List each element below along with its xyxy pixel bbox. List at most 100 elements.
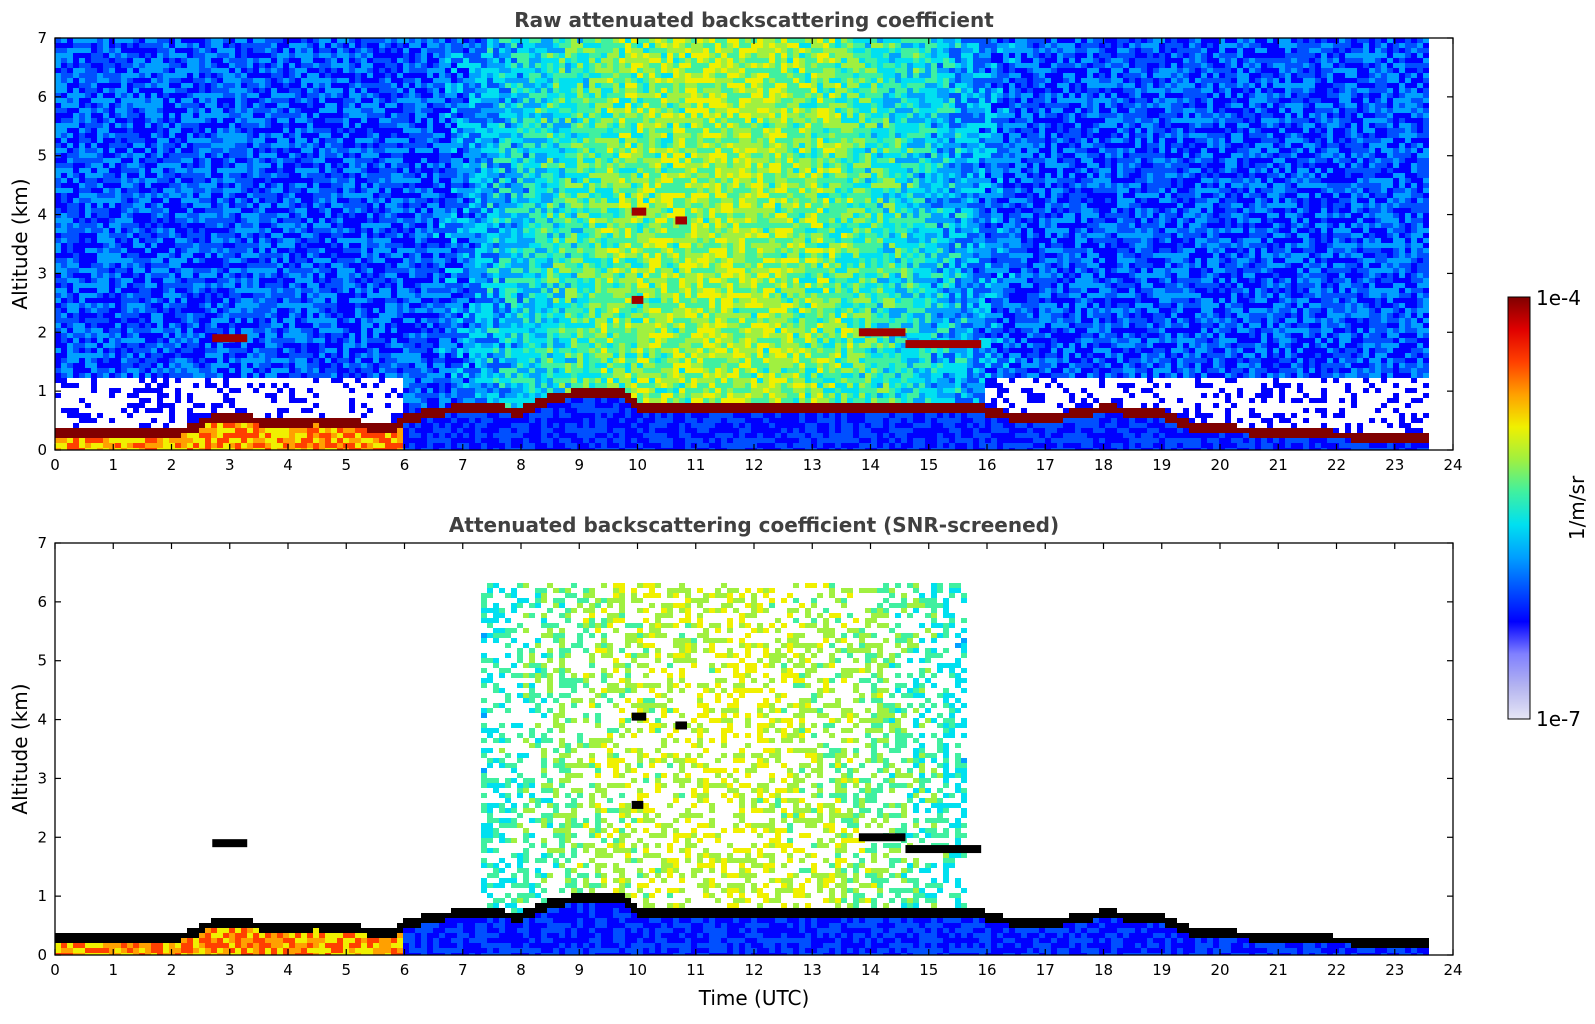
heatmap-cell [223, 133, 229, 138]
heatmap-cell [211, 163, 217, 168]
heatmap-cell [241, 143, 247, 148]
heatmap-cell [391, 358, 397, 363]
heatmap-cell [169, 188, 175, 193]
heatmap-cell [169, 283, 175, 288]
heatmap-cell [235, 63, 241, 68]
heatmap-cell [307, 263, 313, 268]
heatmap-cell [421, 423, 427, 428]
heatmap-cell [325, 233, 331, 238]
heatmap-cell [115, 428, 121, 433]
heatmap-cell [133, 258, 139, 263]
heatmap-cell [205, 273, 211, 278]
heatmap-cell [379, 343, 385, 348]
heatmap-cell [133, 223, 139, 228]
heatmap-cell [145, 233, 151, 238]
heatmap-cell [109, 243, 115, 248]
heatmap-cell [373, 443, 379, 448]
heatmap-cell [109, 103, 115, 108]
heatmap-cell [397, 143, 403, 148]
heatmap-cell [133, 208, 139, 213]
heatmap-cell [391, 163, 397, 168]
heatmap-cell [289, 78, 295, 83]
heatmap-cell [307, 163, 313, 168]
heatmap-cell [313, 178, 319, 183]
heatmap-cell [187, 268, 193, 273]
heatmap-cell [103, 63, 109, 68]
heatmap-cell [139, 238, 145, 243]
heatmap-cell [295, 428, 301, 433]
heatmap-cell [61, 193, 67, 198]
heatmap-cell [67, 313, 73, 318]
heatmap-cell [127, 403, 133, 408]
heatmap-cell [355, 348, 361, 353]
heatmap-cell [133, 73, 139, 78]
heatmap-cell [391, 218, 397, 223]
heatmap-cell [373, 253, 379, 258]
heatmap-cell [343, 143, 349, 148]
heatmap-cell [157, 123, 163, 128]
heatmap-cell [415, 248, 421, 253]
heatmap-cell [115, 228, 121, 233]
heatmap-cell [79, 353, 85, 358]
heatmap-cell [175, 393, 181, 398]
heatmap-cell [169, 83, 175, 88]
heatmap-cell [343, 278, 349, 283]
heatmap-cell [79, 323, 85, 328]
heatmap-cell [373, 233, 379, 238]
heatmap-cell [169, 198, 175, 203]
heatmap-cell [325, 68, 331, 73]
heatmap-cell [67, 333, 73, 338]
heatmap-cell [235, 163, 241, 168]
heatmap-cell [265, 128, 271, 133]
heatmap-cell [283, 383, 289, 388]
heatmap-cell [427, 213, 433, 218]
heatmap-cell [187, 248, 193, 253]
heatmap-cell [259, 263, 265, 268]
heatmap-cell [355, 188, 361, 193]
heatmap-cell [325, 213, 331, 218]
heatmap-cell [199, 328, 205, 333]
heatmap-cell [157, 93, 163, 98]
heatmap-cell [145, 43, 151, 48]
heatmap-cell [325, 138, 331, 143]
heatmap-cell [175, 223, 181, 228]
heatmap-cell [79, 123, 85, 128]
heatmap-cell [103, 443, 109, 448]
heatmap-cell [91, 273, 97, 278]
heatmap-cell [205, 448, 211, 450]
heatmap-cell [373, 278, 379, 283]
heatmap-cell [337, 238, 343, 243]
heatmap-cell [307, 238, 313, 243]
heatmap-cell [427, 188, 433, 193]
heatmap-cell [403, 113, 409, 118]
heatmap-cell [379, 273, 385, 278]
heatmap-cell [211, 283, 217, 288]
heatmap-cell [91, 303, 97, 308]
heatmap-cell [55, 238, 61, 243]
heatmap-cell [301, 113, 307, 118]
heatmap-cell [229, 248, 235, 253]
heatmap-cell [379, 88, 385, 93]
heatmap-cell [385, 133, 391, 138]
heatmap-cell [109, 358, 115, 363]
heatmap-cell [133, 263, 139, 268]
heatmap-cell [217, 133, 223, 138]
heatmap-cell [133, 338, 139, 343]
heatmap-cell [349, 108, 355, 113]
heatmap-cell [199, 213, 205, 218]
heatmap-cell [433, 88, 439, 93]
heatmap-cell [211, 328, 217, 333]
heatmap-cell [127, 123, 133, 128]
heatmap-cell [193, 268, 199, 273]
heatmap-cell [439, 98, 445, 103]
heatmap-cell [241, 413, 247, 418]
heatmap-cell [427, 143, 433, 148]
heatmap-cell [247, 208, 253, 213]
heatmap-cell [67, 288, 73, 293]
heatmap-cell [199, 38, 205, 43]
heatmap-cell [277, 63, 283, 68]
heatmap-cell [67, 188, 73, 193]
heatmap-cell [373, 283, 379, 288]
heatmap-cell [319, 153, 325, 158]
heatmap-cell [91, 248, 97, 253]
